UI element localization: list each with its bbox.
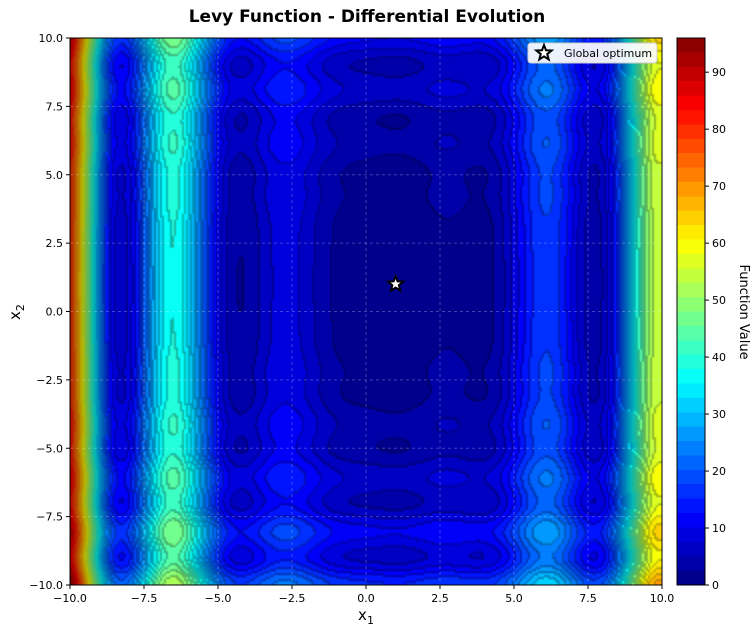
colorbar-tick-label: 90	[712, 66, 726, 79]
x-tick-label: 7.5	[579, 592, 597, 605]
chart-title: Levy Function - Differential Evolution	[189, 7, 546, 27]
legend-box	[527, 42, 658, 64]
colorbar-axis: 0 10 20 30 40 50 60 70 80 90	[705, 66, 726, 592]
colorbar-tick-label: 50	[712, 294, 726, 307]
x-axis-label: x1	[358, 606, 374, 627]
y-tick-label: 5.0	[46, 169, 64, 182]
colorbar: 0 10 20 30 40 50 60 70 80 90 Function Value	[676, 37, 751, 592]
colorbar-label: Function Value	[736, 264, 751, 359]
colorbar-tick-label: 0	[712, 579, 719, 592]
x-tick-label: −7.5	[131, 592, 158, 605]
y-tick-label: 0.0	[46, 306, 64, 319]
legend: Global optimum	[527, 42, 658, 64]
legend-label: Global optimum	[564, 47, 652, 60]
y-axis-label-main: x	[6, 311, 24, 320]
plot-area	[69, 37, 663, 586]
y-tick-label: −10.0	[29, 579, 63, 592]
colorbar-tick-label: 60	[712, 237, 726, 250]
x-tick-label: 0.0	[357, 592, 375, 605]
x-tick-label: −5.0	[205, 592, 232, 605]
y-tick-label: 7.5	[46, 100, 64, 113]
x-axis: −10.0 −7.5 −5.0 −2.5 0.0 2.5 5.0 7.5 10.0	[53, 585, 674, 605]
y-axis-label-subscript: 2	[14, 304, 27, 311]
colorbar-tick-label: 80	[712, 123, 726, 136]
y-axis: −10.0 −7.5 −5.0 −2.5 0.0 2.5 5.0 7.5 10.0	[29, 32, 70, 592]
colorbar-frame	[676, 37, 706, 586]
colorbar-image	[677, 38, 705, 585]
y-axis-label: x2	[6, 304, 27, 320]
colorbar-tick-label: 10	[712, 522, 726, 535]
global-optimum-marker	[385, 273, 406, 293]
x-tick-label: −2.5	[279, 592, 306, 605]
x-tick-label: 2.5	[431, 592, 449, 605]
legend-star-icon	[533, 42, 555, 62]
y-tick-label: 2.5	[46, 237, 64, 250]
colorbar-tick-label: 30	[712, 408, 726, 421]
x-tick-label: −10.0	[53, 592, 87, 605]
marker-layer	[385, 273, 406, 293]
colorbar-tick-label: 40	[712, 351, 726, 364]
x-axis-label-main: x	[358, 606, 367, 624]
colorbar-tick-label: 70	[712, 180, 726, 193]
y-tick-label: 10.0	[39, 32, 64, 45]
colorbar-tick-label: 20	[712, 465, 726, 478]
y-tick-label: −7.5	[36, 511, 63, 524]
x-tick-label: 10.0	[650, 592, 675, 605]
heatmap-image	[70, 38, 662, 585]
x-axis-label-subscript: 1	[367, 614, 374, 627]
y-tick-label: −5.0	[36, 442, 63, 455]
y-tick-label: −2.5	[36, 374, 63, 387]
x-tick-label: 5.0	[505, 592, 523, 605]
